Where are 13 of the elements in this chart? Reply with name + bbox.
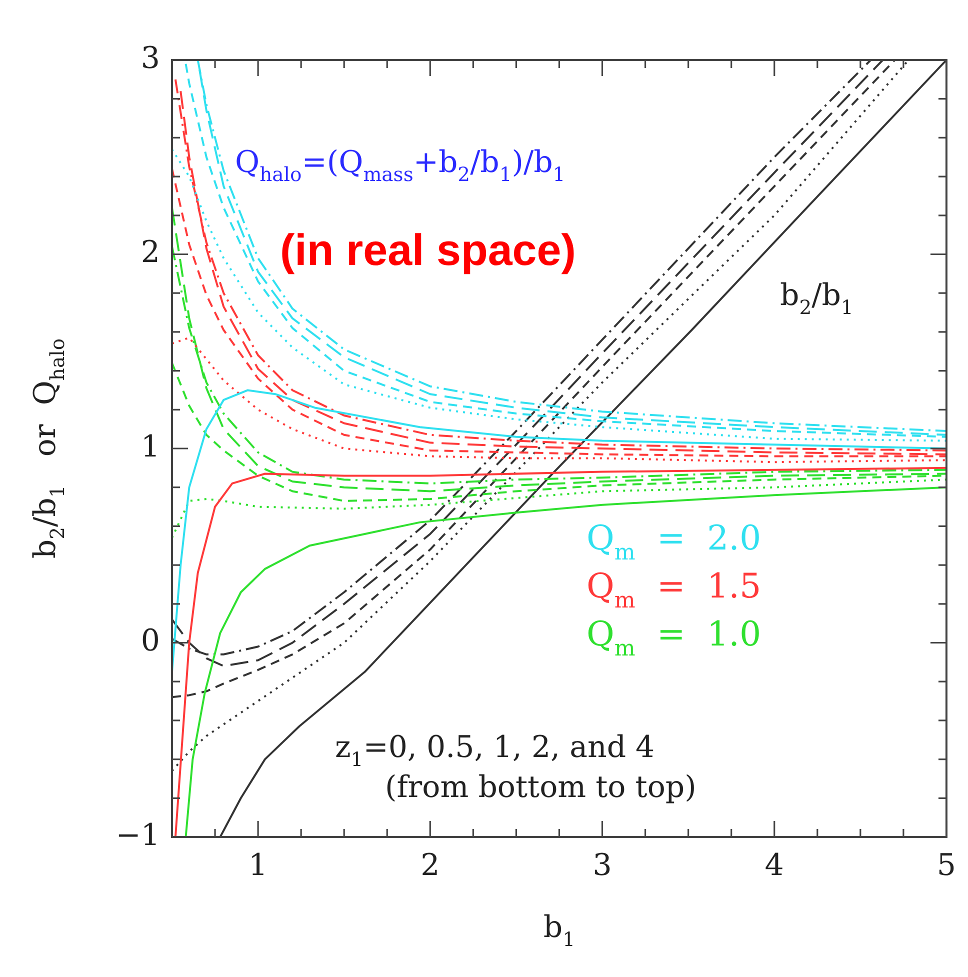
x-tick-label: 5 [936,848,956,883]
x-tick-label: 2 [420,848,440,883]
x-tick-label: 3 [592,848,612,883]
y-tick-label: 3 [140,40,160,76]
y-tick-label: 2 [140,235,160,270]
annotation: (from bottom to top) [385,770,696,805]
annotation: (in real space) [280,226,576,275]
x-tick-label: 4 [764,848,784,883]
y-tick-label: −1 [116,818,160,853]
text: b2/b1 or Qhalo [28,338,69,559]
x-tick-label: 1 [248,848,268,883]
y-tick-label: 1 [140,429,160,464]
y-tick-label: 0 [140,624,160,659]
